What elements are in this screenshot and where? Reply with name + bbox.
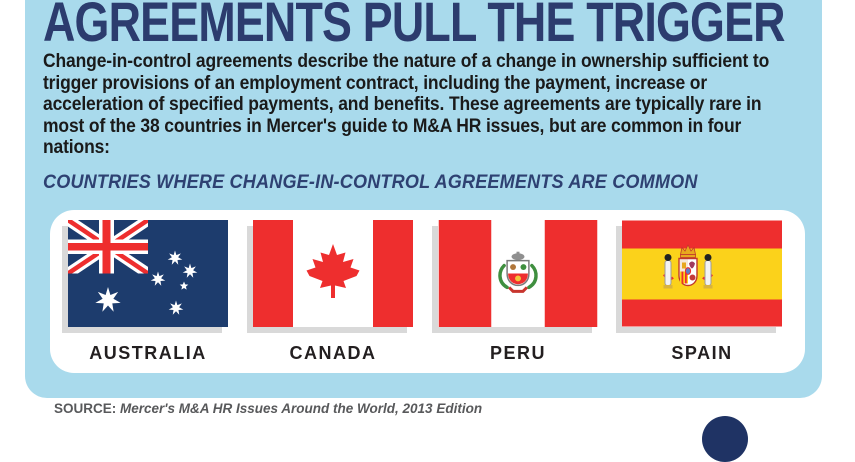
mercer-logo-partial-icon [702, 416, 748, 462]
star-icon [167, 250, 183, 265]
spain-coat-of-arms-icon [662, 244, 714, 289]
commonwealth-star-icon [95, 287, 121, 312]
country-label: SPAIN [671, 343, 733, 363]
page-title: AGREEMENTS PULL THE TRIGGER [43, 0, 786, 53]
star-icon [182, 263, 198, 278]
infographic-canvas: { "header": { "title": "AGREEMENTS PULL … [25, 0, 822, 462]
spain-flag-icon [622, 220, 782, 327]
flags-panel: AUSTRALIA CANADA [50, 210, 805, 373]
australia-flag-icon [68, 220, 228, 327]
country-card-peru: PERU [438, 220, 598, 364]
peru-coat-of-arms-icon [498, 251, 538, 293]
country-card-spain: SPAIN [622, 220, 782, 364]
country-label: AUSTRALIA [89, 343, 207, 363]
country-card-australia: AUSTRALIA [68, 220, 228, 364]
peru-flag-icon [438, 220, 598, 327]
country-label: CANADA [289, 343, 377, 363]
intro-paragraph: Change-in-control agreements describe th… [43, 51, 770, 158]
maple-leaf-icon [306, 244, 360, 298]
star-icon [150, 271, 166, 286]
section-heading: COUNTRIES WHERE CHANGE-IN-CONTROL AGREEM… [43, 172, 698, 193]
star-icon [168, 300, 184, 315]
canada-flag-icon [253, 220, 413, 327]
star-icon [179, 281, 189, 290]
source-label: SOURCE: [54, 401, 117, 416]
country-label: PERU [489, 343, 546, 363]
source-line: SOURCE: Mercer's M&A HR Issues Around th… [54, 401, 482, 416]
country-card-canada: CANADA [253, 220, 413, 364]
source-text: Mercer's M&A HR Issues Around the World,… [120, 401, 483, 416]
